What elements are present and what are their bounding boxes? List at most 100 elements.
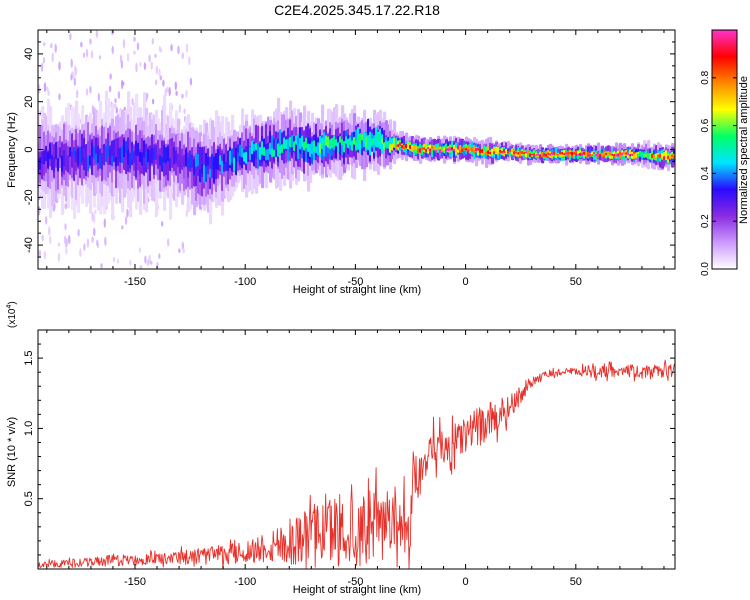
spectrogram-speckle bbox=[57, 242, 61, 247]
snr-scale-base: (x10 bbox=[7, 308, 18, 328]
spectrogram-speckle bbox=[65, 247, 68, 255]
spectrogram-speckle bbox=[136, 42, 140, 51]
spectrogram-speckle bbox=[188, 56, 191, 66]
spectrogram-speckle bbox=[68, 234, 71, 245]
spectrogram-speckle bbox=[49, 235, 52, 245]
spectrogram-speckle bbox=[45, 215, 48, 225]
spectrogram-speckle bbox=[175, 90, 178, 96]
spectrogram-speckle bbox=[185, 43, 189, 53]
page-title: C2E4.2025.345.17.22.R18 bbox=[274, 2, 440, 18]
spectrogram-y-tick-label: 20 bbox=[23, 96, 35, 108]
spectrogram-speckle bbox=[185, 209, 188, 218]
spectrogram-speckle bbox=[86, 238, 90, 248]
spectrogram-speckle bbox=[144, 255, 147, 264]
spectrogram-x-label: Height of straight line (km) bbox=[293, 284, 421, 296]
spectrogram-speckle bbox=[64, 223, 67, 231]
spectrogram-speckle bbox=[43, 42, 46, 47]
spectrogram-speckle bbox=[148, 254, 151, 264]
spectrogram-speckle bbox=[114, 103, 117, 109]
spectrogram-y-tick-label: -40 bbox=[23, 237, 35, 253]
snr-y-ticks: 0.5 1.0 1.5 bbox=[23, 343, 675, 556]
spectrogram-speckle bbox=[41, 234, 44, 242]
spectrogram-speckle bbox=[82, 52, 86, 58]
snr-x-tick-label: -100 bbox=[234, 576, 256, 588]
spectrogram-speckle bbox=[150, 61, 153, 70]
spectrogram-speckle bbox=[177, 45, 180, 55]
spectrogram-speckle bbox=[158, 68, 161, 77]
spectrogram-speckle bbox=[46, 86, 49, 92]
spectrogram-speckle bbox=[122, 38, 126, 49]
spectrogram-speckle bbox=[96, 239, 99, 247]
spectrogram-speckle bbox=[181, 241, 184, 250]
spectrogram-speckle bbox=[50, 42, 53, 49]
spectrogram-speckle bbox=[138, 247, 142, 253]
snr-x-label: Height of straight line (km) bbox=[293, 584, 421, 596]
spectrogram-speckle bbox=[178, 248, 181, 253]
spectrogram-y-label: Frequency (Hz) bbox=[6, 112, 18, 188]
spectrogram-panel: -150 -100 -50 0 50 -40 -20 0 20 40 Height of str… bbox=[6, 29, 676, 296]
spectrogram-speckle bbox=[91, 236, 94, 243]
spectrogram-speckle bbox=[83, 243, 86, 252]
spectrogram-speckle bbox=[73, 77, 77, 87]
colorbar-label: Normalized spectral amplitude bbox=[738, 76, 750, 224]
spectrogram-speckle bbox=[89, 85, 92, 94]
snr-x-tick-label: -50 bbox=[347, 576, 363, 588]
spectrogram-speckle bbox=[114, 98, 117, 103]
snr-y-tick-label: 1.5 bbox=[23, 350, 35, 365]
spectrogram-x-tick-label: -150 bbox=[124, 276, 146, 288]
colorbar-tick-label: 0.6 bbox=[700, 118, 711, 132]
colorbar-tick-label: 0.0 bbox=[700, 262, 711, 276]
spectrogram-y-ticks: -40 -20 0 20 40 bbox=[23, 29, 675, 270]
colorbar-tick-label: 0.4 bbox=[700, 166, 711, 180]
spectrogram-speckle bbox=[155, 65, 159, 75]
snr-panel: -150 -100 -50 0 50 0.5 1.0 1.5 Height of strai… bbox=[6, 301, 676, 596]
spectrogram-speckle bbox=[129, 259, 132, 266]
spectrogram-speckle bbox=[71, 71, 74, 76]
spectrogram-speckle bbox=[100, 263, 103, 269]
snr-line bbox=[38, 359, 675, 569]
spectrogram-speckle bbox=[164, 87, 167, 97]
spectrogram-speckle bbox=[183, 108, 186, 115]
spectrogram-speckle bbox=[40, 62, 44, 72]
spectrogram-speckle bbox=[151, 37, 154, 45]
colorbar-tick-label: 0.8 bbox=[700, 70, 711, 84]
colorbar: 0.0 0.2 0.4 0.6 0.8 Normalized spectral ampl… bbox=[700, 29, 750, 276]
spectrogram-speckle bbox=[93, 227, 96, 237]
spectrogram-speckle bbox=[150, 260, 153, 265]
spectrogram-speckle bbox=[75, 89, 79, 99]
spectrogram-speckle bbox=[124, 216, 128, 225]
spectrogram-speckle bbox=[79, 248, 82, 258]
spectrogram-speckle bbox=[174, 81, 177, 91]
spectrogram-x-tick-label: -100 bbox=[234, 276, 256, 288]
spectrogram-speckle bbox=[109, 73, 112, 80]
spectrogram-speckle bbox=[116, 258, 120, 264]
spectrogram-x-tick-label: 50 bbox=[570, 276, 582, 288]
spectrogram-speckle bbox=[111, 45, 114, 55]
spectrogram-speckle bbox=[115, 106, 119, 114]
spectrogram-speckle bbox=[97, 93, 101, 102]
spectrogram-speckle bbox=[64, 202, 68, 210]
spectrogram-y-tick-label: 0 bbox=[23, 146, 35, 152]
snr-x-tick-label: 0 bbox=[463, 576, 469, 588]
spectrogram-speckle bbox=[166, 86, 169, 93]
spectrogram-speckle bbox=[112, 256, 116, 263]
spectrogram-speckle bbox=[161, 221, 164, 227]
spectrogram-speckle bbox=[148, 54, 151, 63]
spectrogram-speckle bbox=[104, 236, 107, 247]
spectrogram-speckle bbox=[178, 104, 182, 114]
spectrogram-speckle bbox=[58, 93, 61, 101]
colorbar-tick-label: 0.2 bbox=[700, 214, 711, 228]
spectrogram-speckle bbox=[119, 54, 123, 64]
spectrogram-speckle bbox=[181, 93, 184, 99]
spectrogram-speckle bbox=[85, 48, 89, 58]
spectrogram-speckle bbox=[52, 205, 55, 212]
snr-x-tick-label: 50 bbox=[570, 576, 582, 588]
spectrogram-speckle bbox=[38, 249, 42, 258]
spectrogram-speckle bbox=[159, 75, 162, 81]
spectrogram-speckle bbox=[158, 253, 161, 259]
spectrogram-speckle bbox=[143, 62, 147, 71]
snr-y-label: SNR (10 * v/v) bbox=[6, 417, 18, 487]
spectrogram-speckle bbox=[117, 91, 121, 100]
spectrogram-speckle bbox=[98, 55, 102, 60]
spectrogram-speckle bbox=[48, 226, 51, 236]
